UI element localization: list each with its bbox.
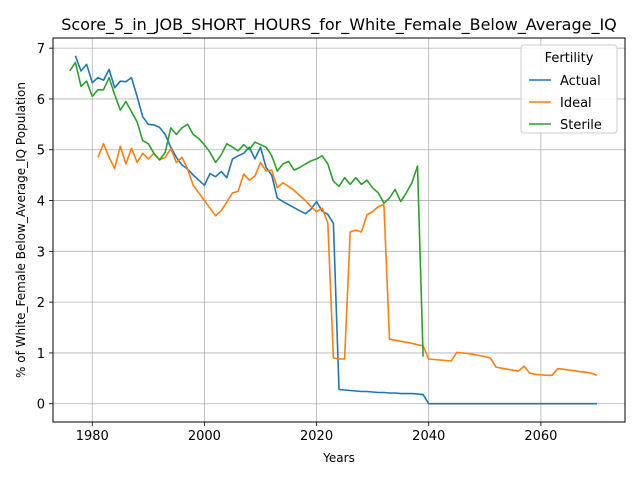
series-line-sterile — [69, 61, 424, 357]
x-tick-label: 2020 — [300, 429, 333, 444]
plot-frame — [52, 37, 626, 423]
chart-title: Score_5_in_JOB_SHORT_HOURS_for_White_Fem… — [61, 15, 617, 35]
legend-label-ideal: Ideal — [560, 96, 592, 111]
y-tick-label: 1 — [37, 347, 45, 362]
y-tick-label: 3 — [37, 245, 45, 260]
legend-box — [520, 44, 618, 134]
y-tick-label: 7 — [37, 42, 45, 57]
series-line-ideal — [97, 142, 598, 377]
legend: Fertility Actual Ideal Sterile — [520, 44, 618, 134]
y-tick-label: 4 — [37, 195, 45, 210]
legend-label-actual: Actual — [560, 74, 601, 89]
x-tick-label: 2060 — [524, 429, 557, 444]
legend-label-sterile: Sterile — [560, 118, 602, 133]
x-tick-label: 2040 — [412, 429, 445, 444]
y-tick-label: 5 — [37, 144, 45, 159]
series-lines — [69, 55, 598, 405]
y-tick-label: 0 — [37, 398, 45, 413]
x-axis-label: Years — [322, 451, 355, 465]
y-tick-label: 2 — [37, 296, 45, 311]
x-axis-ticks: 1980 2000 2020 2040 2060 — [76, 422, 557, 444]
y-tick-label: 6 — [37, 93, 45, 108]
x-tick-label: 1980 — [76, 429, 109, 444]
x-tick-label: 2000 — [188, 429, 221, 444]
legend-title: Fertility — [545, 51, 594, 66]
y-axis-ticks: 0 1 2 3 4 5 6 7 — [37, 42, 53, 413]
y-axis-label: % of White_Female Below_Average_IQ Popul… — [14, 82, 28, 378]
grid — [53, 38, 625, 422]
